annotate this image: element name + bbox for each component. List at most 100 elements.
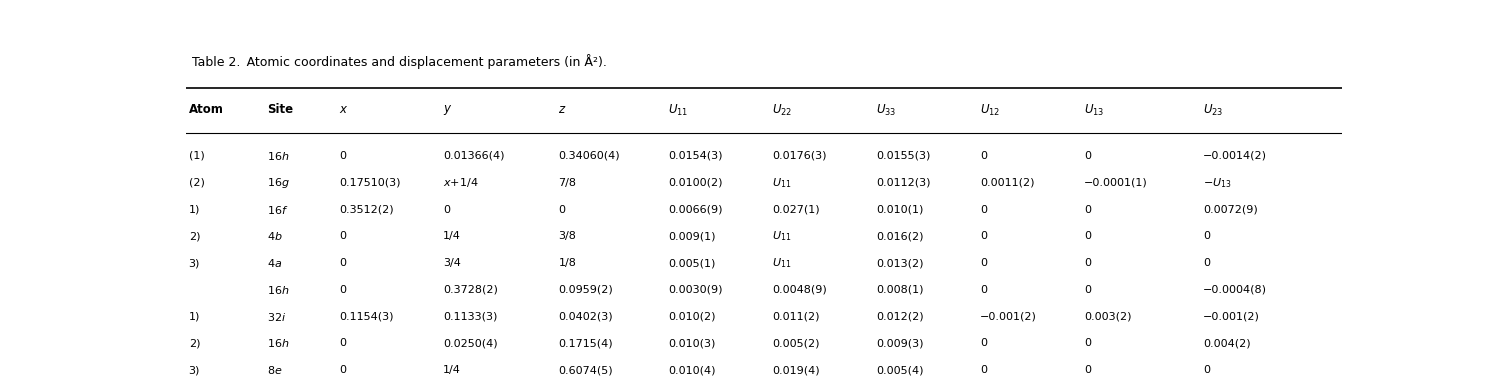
Text: 0: 0 (338, 338, 346, 349)
Text: 0: 0 (1203, 258, 1211, 268)
Text: 16$g$: 16$g$ (267, 176, 291, 190)
Text: 0: 0 (1203, 231, 1211, 241)
Text: 0.005(2): 0.005(2) (772, 338, 820, 349)
Text: 0.019(4): 0.019(4) (772, 365, 820, 375)
Text: 3): 3) (189, 365, 200, 375)
Text: 0.0072(9): 0.0072(9) (1203, 204, 1258, 215)
Text: 0.0154(3): 0.0154(3) (668, 151, 723, 161)
Text: 0: 0 (980, 258, 987, 268)
Text: $U_{12}$: $U_{12}$ (980, 102, 1000, 118)
Text: 0: 0 (443, 204, 450, 215)
Text: 0.027(1): 0.027(1) (772, 204, 820, 215)
Text: $U_{13}$: $U_{13}$ (1084, 102, 1105, 118)
Text: 0.6074(5): 0.6074(5) (559, 365, 613, 375)
Text: 0.013(2): 0.013(2) (877, 258, 924, 268)
Text: 7/8: 7/8 (559, 178, 577, 188)
Text: 0: 0 (980, 204, 987, 215)
Text: 0.003(2): 0.003(2) (1084, 311, 1132, 322)
Text: 0: 0 (1084, 285, 1091, 295)
Text: 0.0402(3): 0.0402(3) (559, 311, 613, 322)
Text: 1/8: 1/8 (559, 258, 577, 268)
Text: −$U_{13}$: −$U_{13}$ (1203, 176, 1232, 190)
Text: 0: 0 (338, 285, 346, 295)
Text: −0.0004(8): −0.0004(8) (1203, 285, 1267, 295)
Text: (1): (1) (189, 151, 204, 161)
Text: 0: 0 (980, 231, 987, 241)
Text: $U_{33}$: $U_{33}$ (877, 102, 896, 118)
Text: 1/4: 1/4 (443, 231, 461, 241)
Text: 3/8: 3/8 (559, 231, 577, 241)
Text: $U_{11}$: $U_{11}$ (772, 176, 792, 190)
Text: (2): (2) (189, 178, 204, 188)
Text: 0.0011(2): 0.0011(2) (980, 178, 1035, 188)
Text: 0.0959(2): 0.0959(2) (559, 285, 613, 295)
Text: −0.001(2): −0.001(2) (980, 311, 1038, 322)
Text: 0.3512(2): 0.3512(2) (338, 204, 394, 215)
Text: 0.1715(4): 0.1715(4) (559, 338, 613, 349)
Text: Table 2. Atomic coordinates and displacement parameters (in Å²).: Table 2. Atomic coordinates and displace… (192, 54, 607, 69)
Text: 0.009(3): 0.009(3) (877, 338, 924, 349)
Text: 1): 1) (189, 311, 200, 322)
Text: $U_{11}$: $U_{11}$ (668, 102, 689, 118)
Text: 3): 3) (189, 258, 200, 268)
Text: 0.0048(9): 0.0048(9) (772, 285, 828, 295)
Text: 2): 2) (189, 231, 200, 241)
Text: 0: 0 (1203, 365, 1211, 375)
Text: 0.0100(2): 0.0100(2) (668, 178, 723, 188)
Text: Atom: Atom (189, 104, 224, 116)
Text: 0.0066(9): 0.0066(9) (668, 204, 723, 215)
Text: 0.010(3): 0.010(3) (668, 338, 716, 349)
Text: 0.009(1): 0.009(1) (668, 231, 716, 241)
Text: 16$f$: 16$f$ (267, 203, 289, 215)
Text: 0: 0 (1084, 204, 1091, 215)
Text: 0.011(2): 0.011(2) (772, 311, 820, 322)
Text: 8$e$: 8$e$ (267, 364, 283, 376)
Text: 0.0176(3): 0.0176(3) (772, 151, 826, 161)
Text: 0: 0 (1084, 151, 1091, 161)
Text: 0.005(1): 0.005(1) (668, 258, 716, 268)
Text: $U_{22}$: $U_{22}$ (772, 102, 793, 118)
Text: 16$h$: 16$h$ (267, 284, 289, 296)
Text: 32$i$: 32$i$ (267, 311, 286, 323)
Text: 0.1154(3): 0.1154(3) (338, 311, 394, 322)
Text: 0.0155(3): 0.0155(3) (877, 151, 930, 161)
Text: 16$h$: 16$h$ (267, 338, 289, 349)
Text: 0.010(1): 0.010(1) (877, 204, 923, 215)
Text: 0.0250(4): 0.0250(4) (443, 338, 498, 349)
Text: 4$a$: 4$a$ (267, 257, 282, 269)
Text: 0.34060(4): 0.34060(4) (559, 151, 620, 161)
Text: 4$b$: 4$b$ (267, 230, 283, 242)
Text: 0.005(4): 0.005(4) (877, 365, 924, 375)
Text: −0.0014(2): −0.0014(2) (1203, 151, 1267, 161)
Text: 0: 0 (338, 231, 346, 241)
Text: 0: 0 (338, 151, 346, 161)
Text: 0.01366(4): 0.01366(4) (443, 151, 504, 161)
Text: 0: 0 (1084, 231, 1091, 241)
Text: −0.001(2): −0.001(2) (1203, 311, 1260, 322)
Text: 0.012(2): 0.012(2) (877, 311, 924, 322)
Text: 0.0112(3): 0.0112(3) (877, 178, 930, 188)
Text: 1/4: 1/4 (443, 365, 461, 375)
Text: $U_{11}$: $U_{11}$ (772, 256, 792, 270)
Text: 1): 1) (189, 204, 200, 215)
Text: $x$+1/4: $x$+1/4 (443, 176, 479, 189)
Text: 16$h$: 16$h$ (267, 150, 289, 162)
Text: $U_{11}$: $U_{11}$ (772, 229, 792, 243)
Text: 0.010(2): 0.010(2) (668, 311, 716, 322)
Text: $y$: $y$ (443, 103, 452, 117)
Text: 0.010(4): 0.010(4) (668, 365, 716, 375)
Text: Site: Site (267, 104, 294, 116)
Text: 0: 0 (338, 365, 346, 375)
Text: 0: 0 (1084, 365, 1091, 375)
Text: $x$: $x$ (338, 104, 349, 116)
Text: 0.0030(9): 0.0030(9) (668, 285, 723, 295)
Text: 0.3728(2): 0.3728(2) (443, 285, 498, 295)
Text: 3/4: 3/4 (443, 258, 461, 268)
Text: 0.008(1): 0.008(1) (877, 285, 924, 295)
Text: 0.004(2): 0.004(2) (1203, 338, 1251, 349)
Text: $z$: $z$ (559, 104, 567, 116)
Text: 0: 0 (980, 285, 987, 295)
Text: 0.17510(3): 0.17510(3) (338, 178, 401, 188)
Text: 0: 0 (559, 204, 565, 215)
Text: 0: 0 (980, 365, 987, 375)
